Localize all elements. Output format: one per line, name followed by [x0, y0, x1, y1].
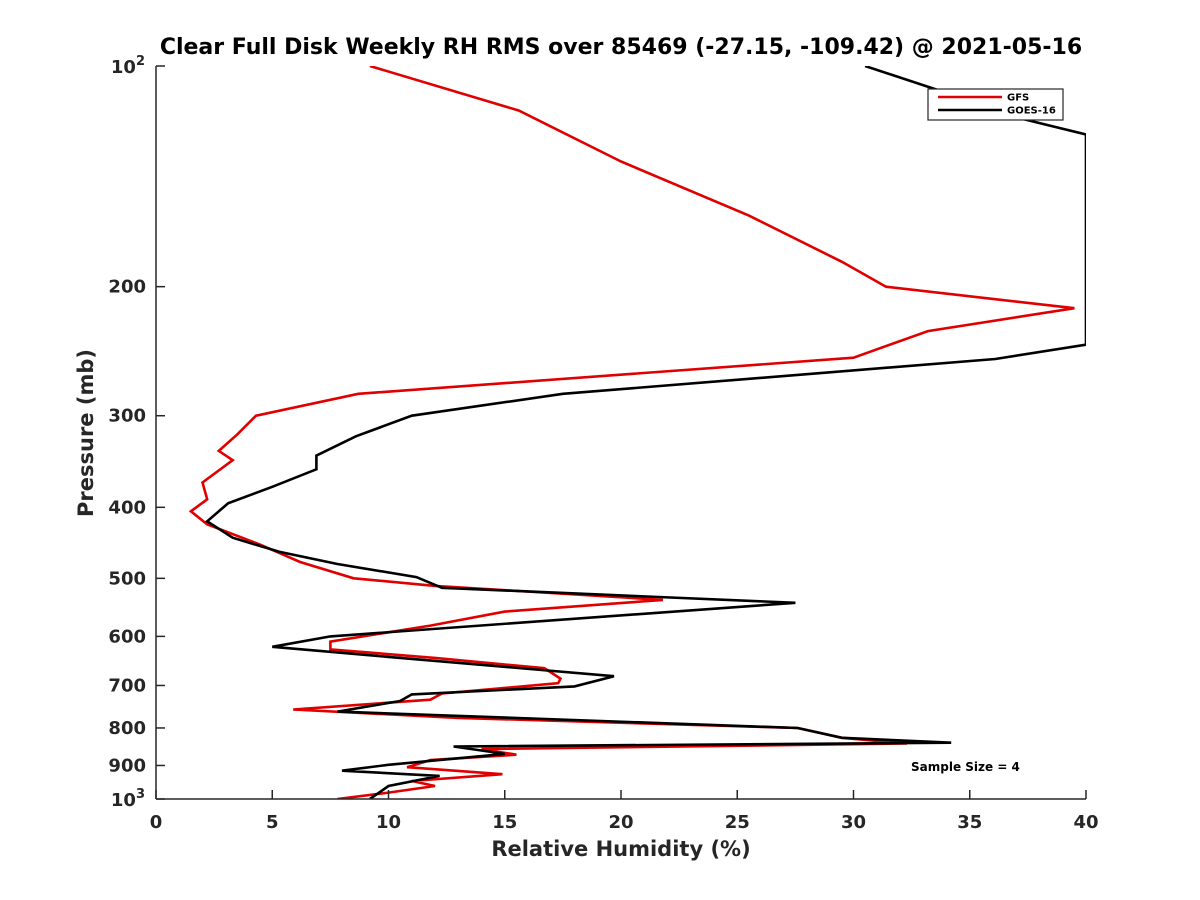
x-tick-label: 20	[608, 812, 633, 833]
y-tick-label: 300	[108, 406, 146, 427]
legend: GFS GOES-16	[927, 88, 1064, 121]
series-line-goes-16	[205, 66, 1086, 799]
y-tick-label: 400	[108, 497, 146, 518]
legend-box	[927, 88, 1064, 121]
x-tick-label: 40	[1073, 812, 1098, 833]
legend-label: GOES-16	[1007, 106, 1056, 117]
chart-title: Clear Full Disk Weekly RH RMS over 85469…	[160, 35, 1082, 60]
x-tick-label: 35	[957, 812, 982, 833]
series-layer	[188, 66, 1086, 799]
sample-size-annotation: Sample Size = 4	[911, 760, 1020, 774]
x-tick-label: 30	[841, 812, 866, 833]
y-tick-label: 103	[111, 787, 145, 811]
y-tick-label: 700	[108, 675, 146, 696]
x-tick-label: 5	[266, 812, 279, 833]
axes-layer: 0 5 10 15 20 25 30 35 40 102 200 300 400 500 600 700 800…	[108, 54, 1098, 833]
x-tick-label: 0	[150, 812, 163, 833]
y-tick-label: 800	[108, 718, 146, 739]
x-axis-title: Relative Humidity (%)	[491, 837, 750, 861]
y-tick-label: 900	[108, 755, 146, 776]
y-tick-label: 200	[108, 277, 146, 298]
x-tick-label: 25	[725, 812, 750, 833]
y-tick-label: 600	[108, 626, 146, 647]
x-tick-label: 10	[376, 812, 401, 833]
legend-label: GFS	[1007, 93, 1029, 104]
y-tick-label: 102	[111, 54, 145, 78]
y-tick-label: 500	[108, 568, 146, 589]
x-tick-label: 15	[492, 812, 517, 833]
y-axis-title: Pressure (mb)	[74, 349, 98, 517]
